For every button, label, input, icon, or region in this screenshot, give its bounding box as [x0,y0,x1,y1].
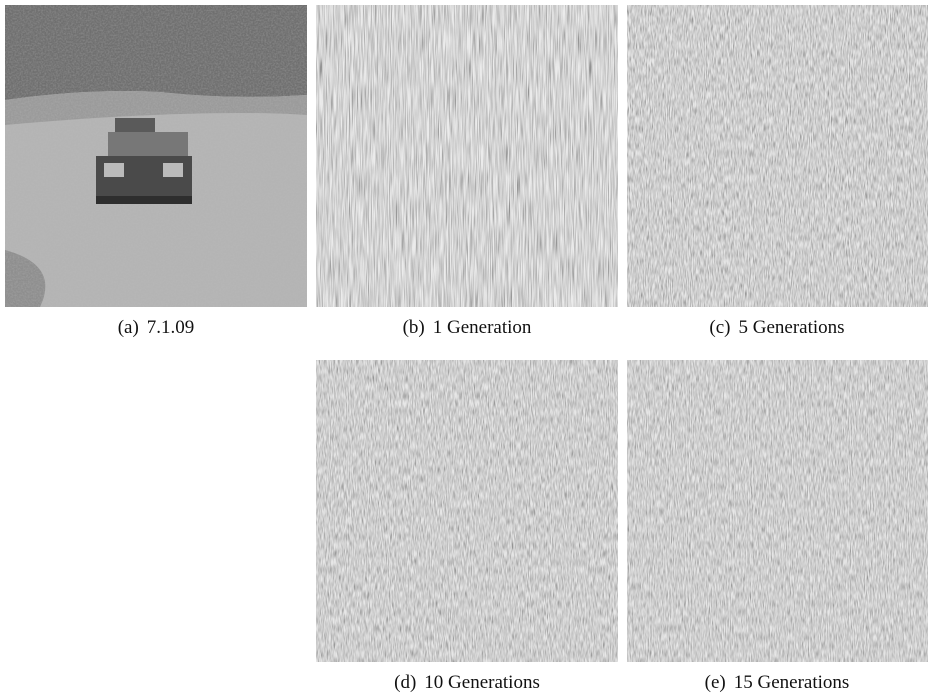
caption: (d) 10 Generations [394,672,540,693]
caption-label: (a) [118,317,139,338]
caption: (b) 1 Generation [403,317,532,338]
tank-track [96,196,192,204]
tank-hull [108,132,188,160]
caption: (a) 7.1.09 [118,317,195,338]
caption-text: 7.1.09 [147,317,195,338]
scrambled-image [316,5,618,307]
scrambled-image [316,360,618,662]
tank-light [163,163,183,177]
tank-light [104,163,124,177]
caption-label: (e) [705,672,726,693]
caption-text: 5 Generations [739,317,845,338]
figure: (a) 7.1.09 (b) 1 Generation (c) 5 Generatio… [0,0,928,693]
caption: (e) 15 Generations [705,672,850,693]
photo [5,5,307,307]
caption-label: (c) [709,317,730,338]
scrambled-image [627,360,928,662]
caption: (c) 5 Generations [709,317,844,338]
caption-label: (b) [403,317,425,338]
scrambled-image [627,5,928,307]
tank-body [96,156,192,200]
caption-text: 1 Generation [433,317,532,338]
page: (a) 7.1.09 (b) 1 Generation (c) 5 Generatio… [0,0,928,693]
caption-label: (d) [394,672,416,693]
caption-text: 10 Generations [424,672,540,693]
caption-text: 15 Generations [734,672,850,693]
